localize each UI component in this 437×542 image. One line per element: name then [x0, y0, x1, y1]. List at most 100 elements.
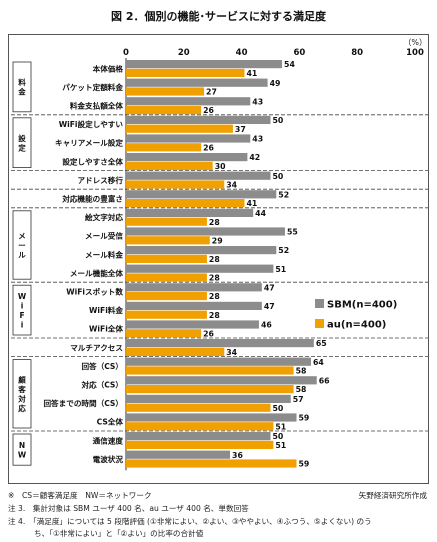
value-label: 50: [273, 404, 284, 413]
category-label: WiFi全体: [89, 324, 123, 334]
value-label: 50: [273, 172, 284, 181]
bar-sbm: [126, 97, 251, 106]
value-label: 49: [270, 79, 281, 88]
footnote-4-line1: 注 4. 「満足度」については 5 段階評価 (①非常によい、②よい、③ややよい…: [8, 517, 372, 526]
bar-sbm: [126, 432, 271, 441]
category-label: 通信速度: [93, 435, 124, 445]
bar-au: [126, 329, 202, 338]
category-label: メール受信: [85, 231, 123, 241]
bar-au: [126, 106, 202, 115]
value-label: 57: [293, 395, 304, 404]
bar-sbm: [126, 301, 262, 310]
value-label: 58: [296, 385, 307, 394]
page-title: 図 2．個別の機能･サービスに対する満足度: [111, 10, 326, 23]
group-box: [12, 433, 32, 466]
value-label: 42: [249, 153, 260, 162]
bar-sbm: [126, 376, 317, 385]
group-label: 顧客対応: [17, 375, 26, 414]
group-label: 料金: [17, 77, 26, 97]
bar-au: [126, 440, 274, 449]
bar-au: [126, 87, 205, 96]
bar-sbm: [126, 78, 268, 87]
value-label: 41: [246, 199, 257, 208]
bar-au: [126, 180, 225, 189]
value-label: 65: [316, 339, 327, 348]
bar-sbm: [126, 153, 248, 162]
unit-label: （%）: [403, 38, 427, 47]
bar-sbm: [126, 413, 297, 422]
value-label: 43: [252, 97, 263, 106]
category-label: WiFi設定しやすい: [59, 119, 124, 129]
category-label: 本体価格: [93, 63, 124, 73]
group-box: [12, 359, 32, 429]
value-label: 47: [264, 302, 275, 311]
value-label: 28: [209, 255, 220, 264]
value-label: 51: [275, 265, 286, 274]
bar-sbm: [126, 246, 277, 255]
group-label: 設定: [18, 133, 26, 153]
value-label: 28: [209, 292, 220, 301]
category-label: CS全体: [97, 417, 124, 427]
bar-au: [126, 292, 207, 301]
bar-sbm: [126, 283, 262, 292]
bar-au: [126, 403, 271, 412]
bar-au: [126, 254, 207, 263]
category-label: パケット定額料金: [62, 82, 123, 92]
bar-au: [126, 161, 213, 170]
value-label: 58: [296, 367, 307, 376]
category-label: マルチアクセス: [70, 342, 123, 352]
x-tick-label: 0: [123, 48, 129, 58]
value-label: 44: [255, 209, 266, 218]
value-label: 54: [284, 60, 295, 69]
bar-sbm: [126, 171, 271, 180]
bar-au: [126, 217, 207, 226]
value-label: 34: [226, 348, 237, 357]
bar-au: [126, 124, 233, 133]
value-label: 43: [252, 135, 263, 144]
bar-sbm: [126, 450, 231, 459]
group-label: メール: [18, 232, 26, 260]
value-label: 27: [206, 88, 217, 97]
value-label: 51: [275, 441, 286, 450]
category-label: 回答（CS）: [81, 361, 123, 371]
bar-sbm: [126, 208, 254, 217]
bar-au: [126, 366, 294, 375]
category-label: 設定しやすさ全体: [62, 156, 123, 166]
footnote-abbrev: ※ CS＝顧客満足度 NW＝ネットワーク: [8, 491, 152, 500]
value-label: 55: [287, 228, 298, 237]
category-label: 対応（CS）: [80, 380, 123, 390]
group-box: [12, 61, 32, 113]
value-label: 29: [212, 236, 223, 245]
category-label: キャリアメール設定: [55, 138, 123, 148]
value-label: 51: [275, 422, 286, 431]
value-label: 66: [319, 376, 330, 385]
legend-label: SBM(n=400): [327, 300, 397, 311]
value-label: 64: [313, 358, 324, 367]
group-box: [12, 210, 32, 280]
value-label: 47: [264, 283, 275, 292]
x-tick-label: 40: [236, 48, 248, 58]
bar-sbm: [126, 339, 314, 348]
bar-sbm: [126, 227, 285, 236]
value-label: 28: [209, 218, 220, 227]
value-label: 59: [299, 414, 310, 423]
bar-au: [126, 310, 207, 319]
value-label: 46: [261, 321, 272, 330]
legend-swatch: [315, 319, 324, 328]
value-label: 50: [273, 116, 284, 125]
x-tick-label: 80: [351, 48, 363, 58]
value-label: 59: [299, 460, 310, 469]
footnote-4-line2: ち、「①非常によい」と「②よい」の比率の合計値: [34, 529, 204, 538]
footnote-3: 注 3. 集計対象は SBM ユーザ 400 名、au ユーザ 400 名、単数…: [8, 504, 249, 513]
category-label: 電波状況: [93, 454, 124, 464]
x-tick-label: 60: [293, 48, 305, 58]
bar-au: [126, 422, 274, 431]
bar-au: [126, 273, 207, 282]
value-label: 34: [226, 181, 237, 190]
value-label: 52: [278, 190, 289, 199]
bar-sbm: [126, 320, 259, 329]
